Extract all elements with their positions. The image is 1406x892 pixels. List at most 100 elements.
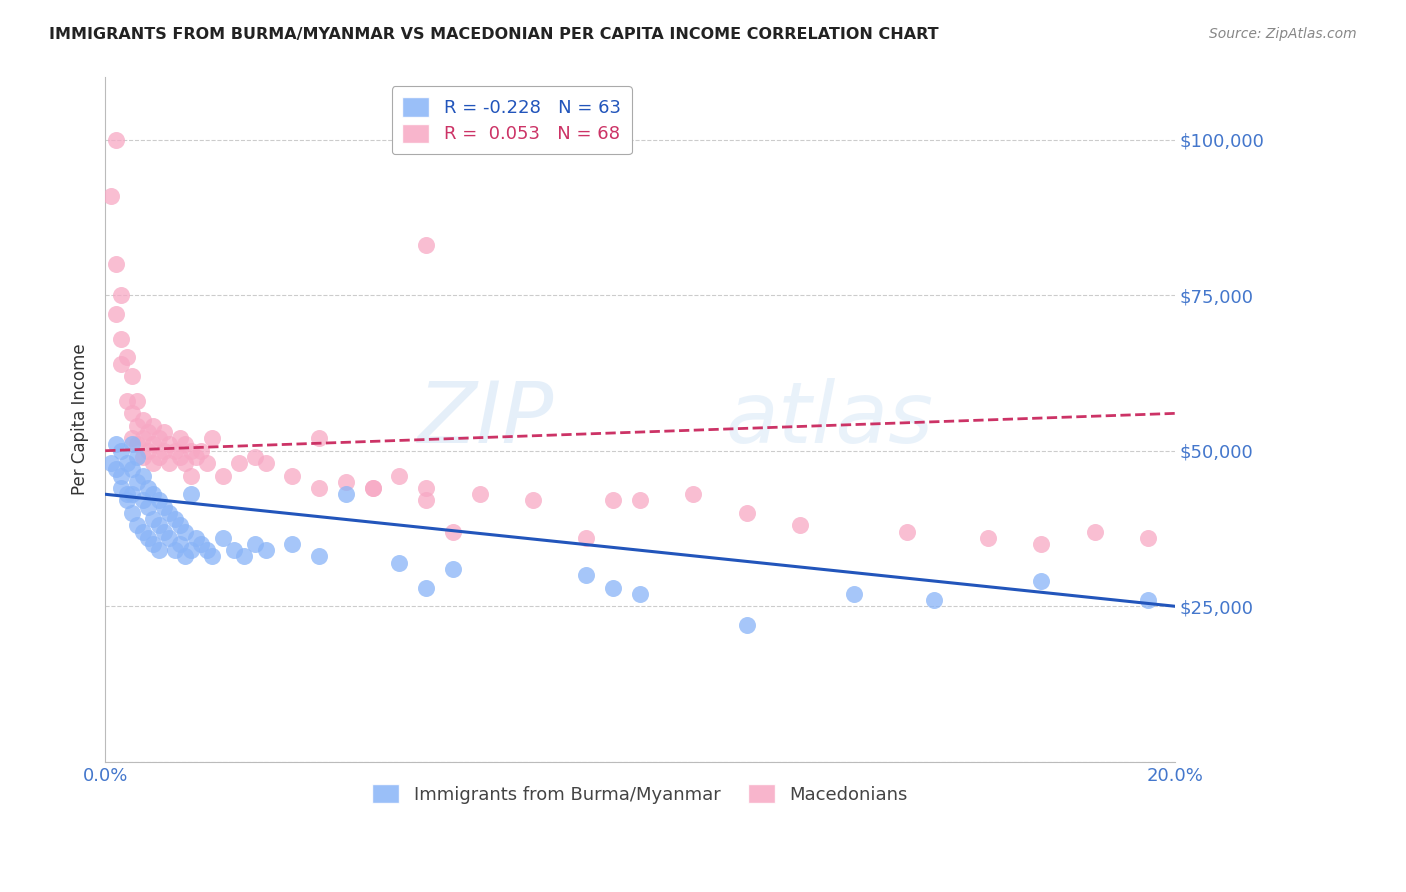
Point	[131, 468, 153, 483]
Point	[142, 456, 165, 470]
Point	[136, 531, 159, 545]
Point	[127, 393, 149, 408]
Point	[131, 450, 153, 464]
Point	[104, 437, 127, 451]
Point	[180, 487, 202, 501]
Point	[976, 531, 998, 545]
Point	[735, 506, 758, 520]
Point	[136, 425, 159, 439]
Point	[180, 443, 202, 458]
Point	[157, 506, 180, 520]
Point	[163, 543, 186, 558]
Point	[180, 543, 202, 558]
Point	[148, 450, 170, 464]
Point	[127, 418, 149, 433]
Point	[142, 418, 165, 433]
Point	[131, 524, 153, 539]
Point	[174, 456, 197, 470]
Point	[163, 443, 186, 458]
Point	[136, 500, 159, 514]
Point	[174, 549, 197, 564]
Point	[628, 493, 651, 508]
Point	[308, 431, 330, 445]
Point	[121, 431, 143, 445]
Point	[922, 593, 945, 607]
Point	[127, 437, 149, 451]
Text: ZIP: ZIP	[418, 378, 554, 461]
Text: atlas: atlas	[725, 378, 934, 461]
Point	[1083, 524, 1105, 539]
Text: IMMIGRANTS FROM BURMA/MYANMAR VS MACEDONIAN PER CAPITA INCOME CORRELATION CHART: IMMIGRANTS FROM BURMA/MYANMAR VS MACEDON…	[49, 27, 939, 42]
Point	[121, 437, 143, 451]
Point	[682, 487, 704, 501]
Point	[169, 518, 191, 533]
Point	[522, 493, 544, 508]
Point	[184, 450, 207, 464]
Point	[100, 188, 122, 202]
Point	[142, 512, 165, 526]
Point	[441, 562, 464, 576]
Point	[163, 512, 186, 526]
Point	[169, 537, 191, 551]
Point	[335, 475, 357, 489]
Y-axis label: Per Capita Income: Per Capita Income	[72, 343, 89, 495]
Point	[233, 549, 256, 564]
Point	[142, 537, 165, 551]
Point	[415, 581, 437, 595]
Point	[115, 493, 138, 508]
Point	[201, 549, 224, 564]
Point	[153, 425, 176, 439]
Point	[127, 450, 149, 464]
Point	[142, 437, 165, 451]
Legend: Immigrants from Burma/Myanmar, Macedonians: Immigrants from Burma/Myanmar, Macedonia…	[361, 772, 918, 814]
Text: Source: ZipAtlas.com: Source: ZipAtlas.com	[1209, 27, 1357, 41]
Point	[104, 133, 127, 147]
Point	[896, 524, 918, 539]
Point	[131, 431, 153, 445]
Point	[201, 431, 224, 445]
Point	[136, 481, 159, 495]
Point	[468, 487, 491, 501]
Point	[628, 587, 651, 601]
Point	[602, 581, 624, 595]
Point	[842, 587, 865, 601]
Point	[121, 487, 143, 501]
Point	[1136, 531, 1159, 545]
Point	[115, 456, 138, 470]
Point	[180, 468, 202, 483]
Point	[142, 487, 165, 501]
Point	[308, 549, 330, 564]
Point	[131, 412, 153, 426]
Point	[243, 450, 266, 464]
Point	[104, 257, 127, 271]
Point	[228, 456, 250, 470]
Point	[104, 462, 127, 476]
Point	[121, 506, 143, 520]
Point	[441, 524, 464, 539]
Point	[136, 443, 159, 458]
Point	[388, 556, 411, 570]
Point	[281, 537, 304, 551]
Point	[735, 618, 758, 632]
Point	[157, 531, 180, 545]
Point	[110, 481, 132, 495]
Point	[222, 543, 245, 558]
Point	[195, 456, 218, 470]
Point	[190, 537, 212, 551]
Point	[789, 518, 811, 533]
Point	[127, 475, 149, 489]
Point	[174, 437, 197, 451]
Point	[1029, 574, 1052, 589]
Point	[153, 524, 176, 539]
Point	[335, 487, 357, 501]
Point	[195, 543, 218, 558]
Point	[388, 468, 411, 483]
Point	[361, 481, 384, 495]
Point	[243, 537, 266, 551]
Point	[110, 332, 132, 346]
Point	[1029, 537, 1052, 551]
Point	[575, 531, 598, 545]
Point	[415, 481, 437, 495]
Point	[174, 524, 197, 539]
Point	[110, 443, 132, 458]
